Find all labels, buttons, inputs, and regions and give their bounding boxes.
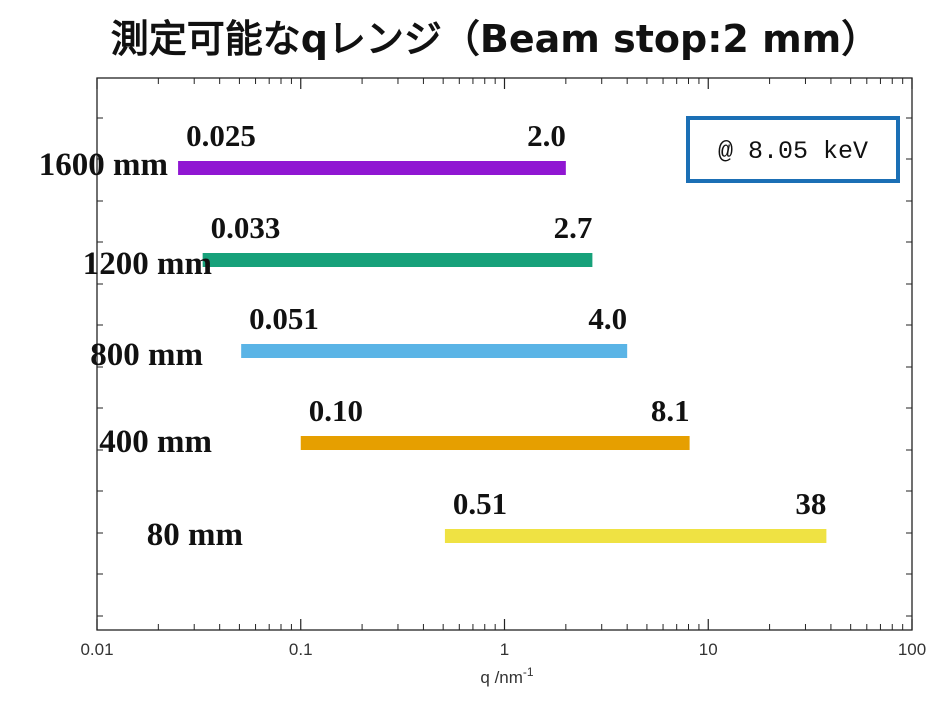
- chart-title: 測定可能なqレンジ（Beam stop:2 mm）: [111, 17, 880, 61]
- x-tick-label: 1: [500, 640, 509, 659]
- x-axis-tick-labels: 0.01 0.1 1 10 100: [80, 640, 926, 659]
- x-tick-label: 100: [898, 640, 926, 659]
- x-axis-ticks: [96, 78, 913, 630]
- range-bars: [178, 161, 827, 543]
- distance-label: 400 mm: [99, 424, 212, 460]
- distance-label: 1200 mm: [83, 246, 212, 282]
- max-value-label: 2.0: [527, 118, 566, 153]
- x-tick-label: 10: [699, 640, 718, 659]
- range-bar: [202, 253, 593, 267]
- energy-annotation-box: @ 8.05 keV: [686, 116, 900, 183]
- max-value-label: 2.7: [554, 210, 593, 245]
- energy-annotation: @ 8.05 keV: [718, 137, 868, 166]
- distance-label: 80 mm: [147, 517, 243, 553]
- min-value-label: 0.033: [211, 210, 281, 245]
- x-tick-label: 0.01: [80, 640, 113, 659]
- max-value-label: 38: [795, 486, 826, 521]
- range-bar: [444, 529, 827, 543]
- value-labels: 0.025 2.0 0.033 2.7 0.051 4.0 0.10 8.1 0.51 38: [186, 118, 826, 521]
- min-value-label: 0.10: [309, 393, 363, 428]
- x-axis-label: q /nm-1: [480, 665, 534, 687]
- max-value-label: 4.0: [588, 301, 627, 336]
- max-value-label: 8.1: [651, 393, 690, 428]
- min-value-label: 0.51: [453, 486, 507, 521]
- annotation-border: [686, 116, 900, 183]
- min-value-label: 0.025: [186, 118, 256, 153]
- range-bar: [241, 344, 628, 358]
- distance-labels: 1600 mm 1200 mm 800 mm 400 mm 80 mm: [39, 147, 243, 553]
- distance-label: 1600 mm: [39, 147, 168, 183]
- distance-label: 800 mm: [90, 337, 203, 373]
- range-bar: [178, 161, 566, 175]
- x-tick-label: 0.1: [289, 640, 313, 659]
- min-value-label: 0.051: [249, 301, 319, 336]
- range-bar: [300, 436, 690, 450]
